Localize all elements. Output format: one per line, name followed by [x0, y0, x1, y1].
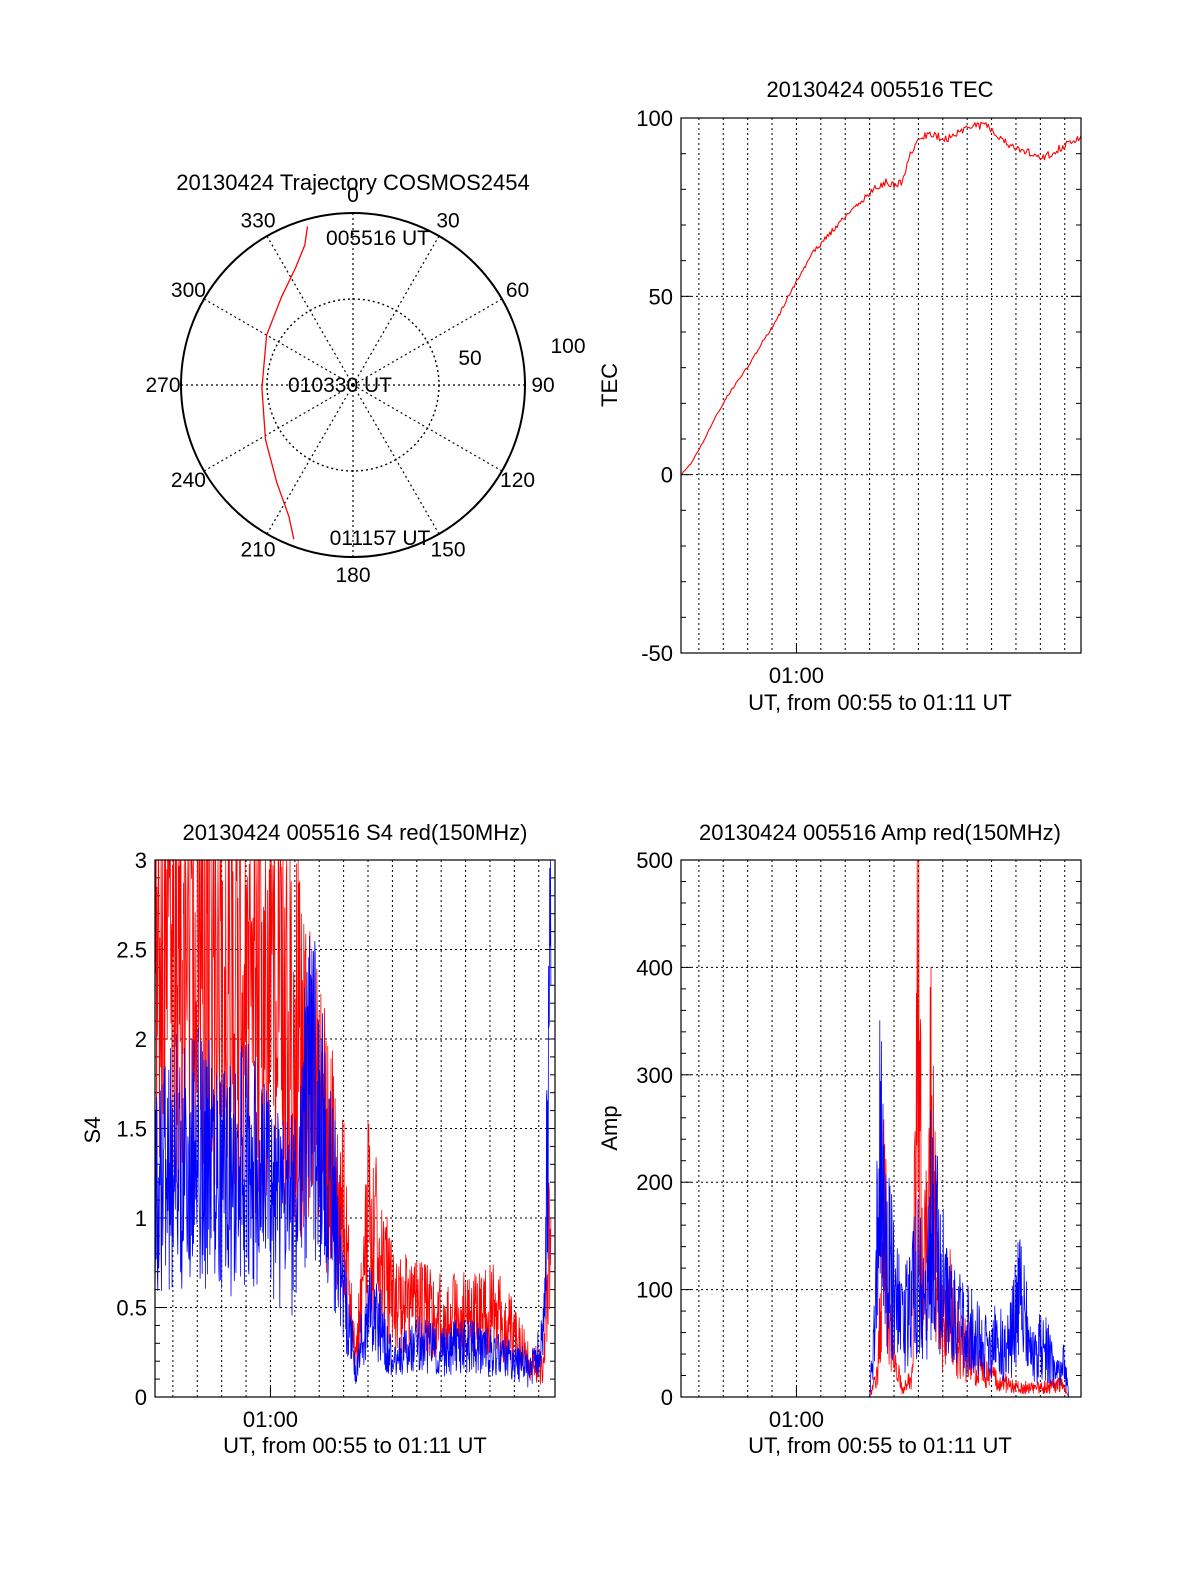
y-tick-label: 3: [135, 848, 147, 873]
y-tick-label: 1.5: [116, 1117, 147, 1142]
y-tick-label: -50: [641, 641, 673, 666]
polar-angle-label: 30: [436, 209, 459, 232]
y-tick-label: 100: [636, 1278, 673, 1303]
tec-panel: 20130424 005516 TEC UT, from 00:55 to 01…: [597, 77, 1082, 715]
y-tick-label: 300: [636, 1063, 673, 1088]
y-tick-label: 100: [636, 106, 673, 131]
polar-radial-ring: [266, 298, 440, 472]
series-line: [680, 121, 1082, 476]
x-tick-label: 01:00: [769, 1407, 824, 1432]
y-tick-label: 1: [135, 1206, 147, 1231]
polar-time-annotation: 005516 UT: [326, 227, 430, 250]
polar-angle-label: 270: [145, 374, 180, 397]
plot-frame: [680, 117, 1082, 654]
polar-angle-label: 210: [240, 539, 275, 562]
polar-plot-area: 0 30 60 90 120 150 180 210 240 270 300 330 50 100 0055…: [145, 184, 585, 587]
polar-spoke: [352, 384, 440, 535]
polar-radial-label: 50: [458, 347, 481, 370]
tec-title: 20130424 005516 TEC: [766, 77, 993, 102]
polar-trajectory-panel: 20130424 Trajectory COSMOS2454 0 30 60 90 12…: [145, 170, 585, 587]
polar-angle-label: 90: [531, 374, 554, 397]
plot-frame: [154, 859, 556, 1398]
polar-trajectory-line: [261, 226, 309, 540]
s4-ylabel: S4: [80, 1117, 105, 1144]
polar-spoke: [352, 298, 503, 386]
y-tick-label: 500: [636, 848, 673, 873]
s4-title: 20130424 005516 S4 red(150MHz): [183, 820, 528, 845]
polar-angle-label: 0: [347, 184, 359, 207]
series-line: [154, 859, 552, 1388]
polar-radial-label: 100: [550, 335, 585, 358]
y-tick-label: 0: [661, 1385, 673, 1410]
y-tick-label: 0.5: [116, 1296, 147, 1321]
y-tick-label: 2.5: [116, 938, 147, 963]
polar-angle-label: 150: [430, 539, 465, 562]
x-tick-label: 01:00: [243, 1407, 298, 1432]
y-tick-label: 0: [661, 463, 673, 488]
x-tick-label: 01:00: [769, 663, 824, 688]
tec-xlabel: UT, from 00:55 to 01:11 UT: [748, 690, 1012, 715]
series-line: [681, 1020, 1070, 1398]
y-tick-label: 0: [135, 1385, 147, 1410]
amp-panel: 20130424 005516 Amp red(150MHz) UT, from…: [597, 820, 1082, 1458]
polar-angle-label: 240: [171, 469, 206, 492]
amp-plot-area: 0 100 200 300 400 500 01:00: [636, 848, 1082, 1432]
polar-angle-label: 330: [240, 209, 275, 232]
amp-ylabel: Amp: [597, 1105, 622, 1150]
polar-spoke: [352, 235, 440, 386]
tec-plot-area: -50 0 50 100 01:00: [636, 106, 1082, 688]
y-tick-label: 400: [636, 955, 673, 980]
polar-angle-label: 60: [506, 279, 529, 302]
polar-time-annotation: 011157 UT: [330, 527, 431, 550]
polar-outer-ring: [180, 212, 526, 558]
amp-title: 20130424 005516 Amp red(150MHz): [699, 820, 1061, 845]
polar-time-annotation: 010330 UT: [288, 374, 392, 397]
s4-plot-area: 0 0.5 1 1.5 2 2.5 3 01:00: [116, 848, 556, 1432]
polar-spoke: [203, 384, 354, 472]
plot-frame: [680, 859, 1082, 1398]
s4-panel: 20130424 005516 S4 red(150MHz) UT, from …: [80, 820, 556, 1458]
polar-title: 20130424 Trajectory COSMOS2454: [176, 170, 529, 195]
tec-ylabel: TEC: [597, 363, 622, 407]
polar-spoke: [266, 235, 354, 386]
s4-xlabel: UT, from 00:55 to 01:11 UT: [223, 1433, 487, 1458]
polar-angle-label: 180: [335, 564, 370, 587]
polar-angle-label: 120: [500, 469, 535, 492]
y-tick-label: 50: [649, 284, 673, 309]
amp-xlabel: UT, from 00:55 to 01:11 UT: [748, 1433, 1012, 1458]
y-tick-label: 2: [135, 1027, 147, 1052]
polar-angle-label: 300: [171, 279, 206, 302]
polar-spoke: [203, 298, 354, 386]
polar-spoke: [266, 384, 354, 535]
y-tick-label: 200: [636, 1170, 673, 1195]
